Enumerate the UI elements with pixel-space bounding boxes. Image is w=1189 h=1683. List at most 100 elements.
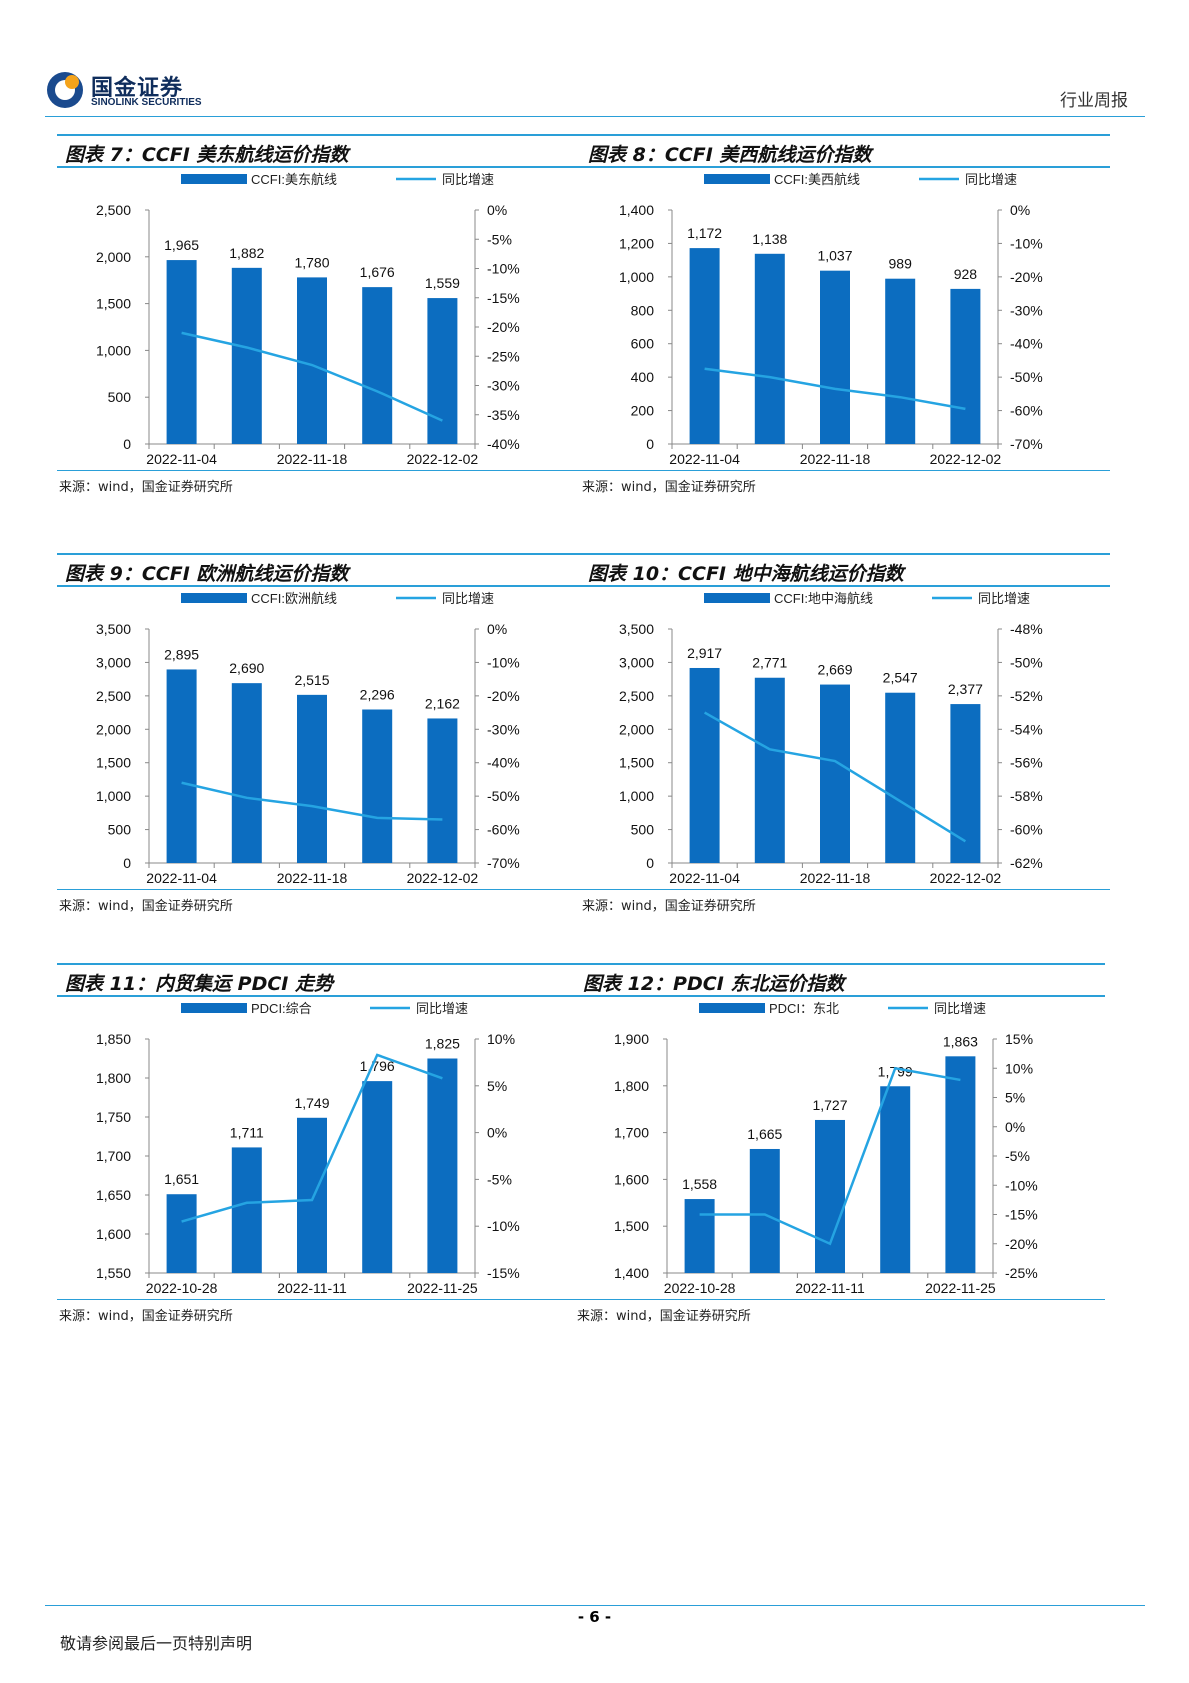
y-left-tick-label: 0 xyxy=(123,855,131,871)
y-right-tick-label: 5% xyxy=(487,1078,507,1094)
bar xyxy=(945,1056,976,1273)
bar xyxy=(231,267,262,444)
bar xyxy=(820,270,850,444)
bar xyxy=(820,684,850,863)
bar xyxy=(689,248,720,444)
panel-divider xyxy=(575,1299,1105,1300)
y-right-tick-label: -10% xyxy=(1005,1177,1038,1193)
bar-data-label: 1,559 xyxy=(425,275,460,291)
bar-data-label: 1,651 xyxy=(164,1171,199,1187)
bar-data-label: 2,377 xyxy=(948,681,983,697)
y-left-tick-label: 2,500 xyxy=(96,202,131,218)
panel-source: 来源：wind，国金证券研究所 xyxy=(582,899,756,914)
panel-source: 来源：wind，国金证券研究所 xyxy=(59,899,233,914)
x-tick-label: 2022-11-25 xyxy=(925,1280,996,1295)
y-right-tick-label: -30% xyxy=(487,378,520,394)
bar-data-label: 1,037 xyxy=(817,248,852,264)
y-left-tick-label: 2,500 xyxy=(619,688,654,704)
y-left-tick-label: 600 xyxy=(631,336,655,352)
bar xyxy=(231,1147,262,1273)
bar xyxy=(815,1119,845,1273)
y-right-tick-label: 15% xyxy=(1005,1031,1033,1047)
bar-data-label: 1,882 xyxy=(229,245,264,261)
y-left-tick-label: 1,900 xyxy=(614,1031,649,1047)
x-tick-label: 2022-11-04 xyxy=(669,451,740,466)
y-left-tick-label: 1,550 xyxy=(96,1265,131,1281)
bar xyxy=(754,677,785,863)
legend-bar-swatch xyxy=(181,1003,247,1013)
legend-bar-label: PDCI：东北 xyxy=(769,1001,839,1016)
y-right-tick-label: -60% xyxy=(1010,822,1043,838)
y-left-tick-label: 3,500 xyxy=(619,621,654,637)
y-right-tick-label: -40% xyxy=(1010,336,1043,352)
yoy-growth-line xyxy=(704,367,966,411)
panel-source: 来源：wind，国金证券研究所 xyxy=(577,1309,751,1324)
x-tick-label: 2022-12-02 xyxy=(407,870,479,885)
x-tick-label: 2022-11-25 xyxy=(407,1280,478,1295)
bar-data-label: 1,796 xyxy=(360,1058,395,1074)
bar xyxy=(166,260,197,444)
x-tick-label: 2022-11-18 xyxy=(277,870,348,885)
x-tick-label: 2022-11-04 xyxy=(146,451,217,466)
y-right-tick-label: 0% xyxy=(487,621,507,637)
y-right-tick-label: 10% xyxy=(487,1031,515,1047)
legend-line-label: 同比增速 xyxy=(965,172,1017,187)
y-right-tick-label: -70% xyxy=(487,855,520,871)
y-right-tick-label: -50% xyxy=(1010,654,1043,670)
chart-ccfi-us-west: CCFI:美西航线 同比增速 0 200 400 600 800 1,000 1,200 1,40… xyxy=(619,172,1043,466)
y-right-tick-label: -35% xyxy=(487,407,520,423)
x-tick-label: 2022-12-02 xyxy=(930,451,1002,466)
chart-pdci-composite: PDCI:综合 同比增速 1,550 1,600 1,650 1,700 1,750 1,80… xyxy=(96,1001,520,1295)
sinolink-logo-icon xyxy=(47,72,83,108)
chart-ccfi-europe: CCFI:欧洲航线 同比增速 0 500 1,000 1,500 2,000 2,500 3,0… xyxy=(96,591,520,885)
y-right-tick-label: -56% xyxy=(1010,755,1043,771)
y-left-tick-label: 1,800 xyxy=(614,1078,649,1094)
y-right-tick-label: -25% xyxy=(487,348,520,364)
bar-data-label: 1,863 xyxy=(943,1033,978,1049)
y-left-tick-label: 1,850 xyxy=(96,1031,131,1047)
legend-bar-swatch xyxy=(704,593,770,603)
x-tick-label: 2022-11-11 xyxy=(795,1280,865,1295)
bar xyxy=(166,1194,197,1273)
bar-data-label: 1,138 xyxy=(752,231,787,247)
y-right-tick-label: -30% xyxy=(1010,302,1043,318)
panel-title: 图表 8：CCFI 美西航线运价指数 xyxy=(580,134,1110,168)
y-left-tick-label: 1,800 xyxy=(96,1070,131,1086)
y-right-tick-label: 0% xyxy=(1005,1119,1025,1135)
x-tick-label: 2022-11-18 xyxy=(800,451,871,466)
chart-pdci-northeast: PDCI：东北 同比增速 1,400 1,500 1,600 1,700 1,800 1,90… xyxy=(614,1001,1038,1295)
y-left-tick-label: 0 xyxy=(123,436,131,452)
bar-data-label: 2,296 xyxy=(360,686,395,702)
legend-line-label: 同比增速 xyxy=(978,591,1030,606)
y-left-tick-label: 1,000 xyxy=(96,788,131,804)
y-right-tick-label: 0% xyxy=(487,1125,507,1141)
y-right-tick-label: -60% xyxy=(487,822,520,838)
y-right-tick-label: -62% xyxy=(1010,855,1043,871)
bar-data-label: 1,558 xyxy=(682,1176,717,1192)
y-left-tick-label: 1,600 xyxy=(614,1171,649,1187)
panel-divider xyxy=(57,470,587,471)
bar-data-label: 2,669 xyxy=(817,662,852,678)
y-left-tick-label: 800 xyxy=(631,302,655,318)
y-left-tick-label: 500 xyxy=(108,822,132,838)
yoy-growth-line xyxy=(703,711,967,843)
y-right-tick-label: 10% xyxy=(1005,1060,1033,1076)
logo-name-cn: 国金证券 xyxy=(91,76,184,101)
y-right-tick-label: -40% xyxy=(487,755,520,771)
y-right-tick-label: -15% xyxy=(487,290,520,306)
y-right-tick-label: 5% xyxy=(1005,1090,1025,1106)
y-left-tick-label: 1,650 xyxy=(96,1187,131,1203)
panel-divider xyxy=(57,1299,587,1300)
y-right-tick-label: -10% xyxy=(487,261,520,277)
legend-bar-label: CCFI:美东航线 xyxy=(251,172,337,187)
legend-bar-label: CCFI:欧洲航线 xyxy=(251,591,337,606)
y-left-tick-label: 1,400 xyxy=(614,1265,649,1281)
y-left-tick-label: 1,000 xyxy=(619,788,654,804)
bar-data-label: 2,771 xyxy=(752,655,787,671)
legend-bar-label: CCFI:美西航线 xyxy=(774,172,860,187)
bar xyxy=(297,694,327,863)
bar-data-label: 1,711 xyxy=(230,1124,264,1140)
disclaimer: 敬请参阅最后一页特别声明 xyxy=(60,1634,253,1653)
bar-data-label: 928 xyxy=(954,266,978,282)
y-left-tick-label: 400 xyxy=(631,369,655,385)
